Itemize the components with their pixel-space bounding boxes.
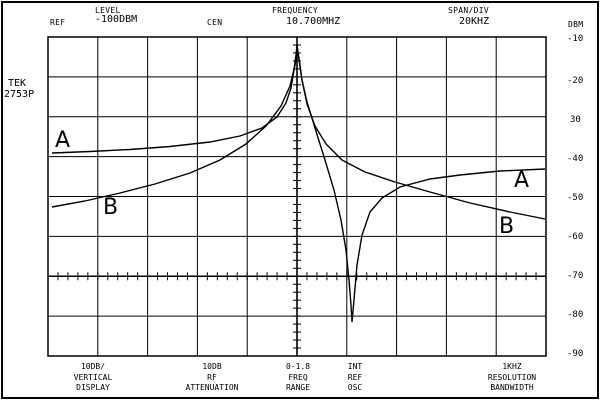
db-tick-label: -10 [567,34,584,44]
db-tick-label: -70 [567,271,584,281]
db-tick-label: -50 [567,193,584,203]
rf-attenuation-line2: ATTENUATION [185,383,239,392]
resolution-bandwidth-value: 1KHZ [502,362,522,371]
level-value: -100DBM [95,14,138,25]
rf-attenuation-value: 10DB [202,362,222,371]
vertical-display-line2: DISPLAY [76,383,110,392]
graticule [47,36,547,357]
trace-b-label-right: B [499,214,515,239]
frequency-value: 10.700MHZ [286,16,341,27]
model-line1: TEK [8,78,27,89]
ref-osc-line2: OSC [347,383,363,392]
trace-a [51,44,546,323]
db-tick-label: -90 [567,349,584,359]
trace-a-label-right: A [514,168,530,193]
freq-range-line1: FREQ [288,373,308,382]
ref-osc-value: INT [347,362,363,371]
ref-osc-line1: REF [347,373,363,382]
trace-b-label: B [103,195,119,220]
rf-attenuation-line1: RF [207,373,217,382]
level-label: LEVEL [95,6,121,15]
trace-b [51,49,546,220]
ref-label: REF [50,18,66,27]
dbm-unit: DBM [568,20,584,29]
db-tick-label: -40 [567,154,584,164]
freq-range-value: 0-1.8 [285,362,311,371]
cen-label: CEN [207,18,223,27]
vertical-display-value: 10DB/ [80,362,106,371]
span-value: 20KHZ [459,16,490,27]
resolution-bandwidth-line1: RESOLUTION [487,373,537,382]
db-tick-label: -60 [567,232,584,242]
span-label: SPAN/DIV [448,6,489,15]
model-line2: 2753P [4,89,35,100]
frequency-label: FREQUENCY [272,6,319,15]
trace-a-label: A [55,128,71,153]
db-tick-label: -20 [567,76,584,86]
db-tick-label: -80 [567,310,584,320]
freq-range-line2: RANGE [285,383,311,392]
db-tick-label: 30 [570,115,581,125]
resolution-bandwidth-line2: BANDWIDTH [490,383,534,392]
vertical-display-line1: VERTICAL [73,373,113,382]
